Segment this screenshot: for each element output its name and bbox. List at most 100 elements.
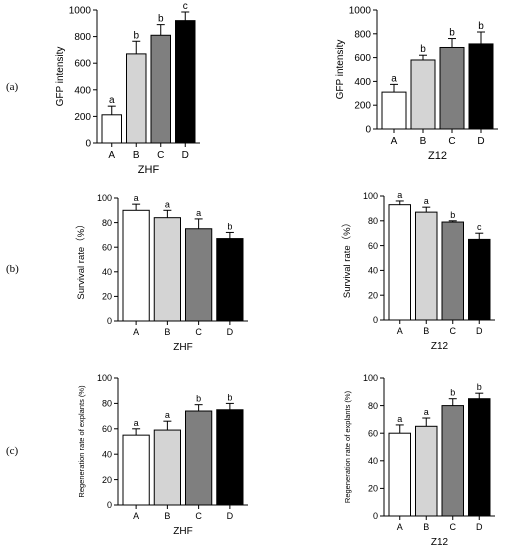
chart-0: 0 200 400 600 800 1000 a Ab Bb Cc D ZHF GFP intensit… (55, 1, 200, 176)
bar-A (122, 434, 150, 506)
y-tick-label: 400 (74, 85, 91, 96)
x-tick-label: C (450, 522, 457, 532)
panel-label-c: (c) (6, 445, 19, 457)
significance-letter: b (420, 44, 426, 55)
significance-letter: a (165, 199, 170, 209)
bar-B (153, 217, 181, 322)
bar-A (388, 432, 411, 517)
y-tick-label: 0 (373, 511, 378, 521)
y-axis-label: Regeneration rate of explants (%) (343, 390, 352, 503)
y-tick-label: 80 (368, 401, 378, 411)
bar-D (216, 409, 244, 506)
significance-letter: a (397, 190, 402, 200)
significance-letter: b (227, 221, 232, 231)
y-tick-label: 100 (97, 373, 112, 383)
y-tick-label: 100 (363, 191, 378, 201)
significance-letter: b (227, 392, 232, 402)
y-tick-label: 0 (373, 315, 378, 325)
y-tick-label: 40 (368, 266, 378, 276)
x-tick-label: A (133, 327, 139, 337)
y-axis-label: Survival rate（%） (75, 219, 87, 299)
bar-B (415, 425, 438, 517)
bar-C (439, 46, 465, 130)
x-tick-label: D (476, 326, 483, 336)
x-tick-label: D (477, 136, 484, 147)
significance-letter: a (424, 196, 429, 206)
y-tick-label: 80 (368, 216, 378, 226)
significance-letter: b (450, 210, 455, 220)
chart-5: 0 20 40 60 80 100 a Aa Bb Cb D Z12 Regeneration rate… (343, 373, 495, 548)
x-axis-label: Z12 (428, 150, 447, 162)
bar-B (410, 59, 436, 130)
chart-1: 0 200 400 600 800 1000 a Ab Bb Cb D Z12 GFP intensit… (335, 6, 498, 162)
significance-letter: c (477, 222, 482, 232)
significance-letter: b (450, 388, 455, 398)
y-tick-label: 60 (102, 242, 112, 252)
significance-letter: c (183, 1, 188, 12)
y-tick-label: 200 (74, 112, 91, 123)
x-tick-label: D (227, 511, 234, 521)
bar-A (381, 91, 407, 130)
x-tick-label: B (133, 150, 140, 161)
significance-letter: a (397, 414, 402, 424)
x-axis-label: ZHF (173, 526, 192, 537)
significance-letter: a (134, 418, 139, 428)
x-tick-label: A (108, 150, 115, 161)
x-tick-label: A (397, 326, 403, 336)
x-tick-label: A (133, 511, 139, 521)
chart-3: 0 20 40 60 80 100 a Aa Bb Cc D Z12 Survival rate（%） (341, 190, 495, 352)
x-tick-label: C (450, 326, 457, 336)
x-tick-label: B (423, 522, 429, 532)
y-tick-label: 600 (74, 59, 91, 70)
y-tick-label: 20 (368, 484, 378, 494)
bar-C (185, 228, 213, 322)
bar-B (126, 53, 147, 144)
x-tick-label: C (195, 327, 202, 337)
y-tick-label: 20 (102, 292, 112, 302)
y-tick-label: 60 (368, 428, 378, 438)
x-tick-label: B (164, 511, 170, 521)
y-axis-label: GFP intensity (55, 47, 66, 107)
chart-2: 0 20 40 60 80 100 a Aa Ba Cb D ZHF Survival rate（%） (75, 193, 248, 353)
x-axis-label: Z12 (431, 341, 449, 352)
y-tick-label: 800 (354, 29, 371, 40)
significance-letter: a (196, 208, 201, 218)
y-axis-label: GFP intensity (335, 40, 346, 100)
y-tick-label: 800 (74, 32, 91, 43)
y-tick-label: 40 (368, 456, 378, 466)
y-tick-label: 60 (368, 241, 378, 251)
y-tick-label: 0 (107, 316, 112, 326)
x-tick-label: B (164, 327, 170, 337)
significance-letter: a (424, 407, 429, 417)
bar-A (101, 114, 122, 144)
y-tick-label: 400 (354, 77, 371, 88)
y-tick-label: 40 (102, 267, 112, 277)
y-tick-label: 40 (102, 449, 112, 459)
significance-letter: b (158, 14, 164, 25)
x-axis-label: ZHF (138, 164, 160, 176)
significance-letter: b (477, 382, 482, 392)
bar-C (441, 221, 464, 321)
significance-letter: a (109, 95, 115, 106)
panel-label-a: (a) (6, 81, 19, 93)
y-axis-label: Survival rate（%） (341, 218, 353, 298)
y-tick-label: 20 (102, 475, 112, 485)
y-tick-label: 100 (97, 193, 112, 203)
y-tick-label: 0 (365, 125, 371, 136)
y-tick-label: 80 (102, 399, 112, 409)
y-axis-label: Regeneration rate of explants (%) (77, 385, 86, 498)
x-axis-label: ZHF (173, 342, 192, 353)
bar-A (388, 204, 411, 321)
x-tick-label: D (182, 150, 189, 161)
x-tick-label: A (397, 522, 403, 532)
y-tick-label: 80 (102, 218, 112, 228)
significance-letter: b (196, 394, 201, 404)
x-tick-label: B (423, 326, 429, 336)
y-tick-label: 1000 (349, 6, 372, 17)
x-tick-label: A (391, 136, 398, 147)
y-tick-label: 100 (363, 373, 378, 383)
bar-C (185, 410, 213, 506)
bar-C (150, 34, 171, 144)
y-tick-label: 0 (85, 139, 91, 150)
